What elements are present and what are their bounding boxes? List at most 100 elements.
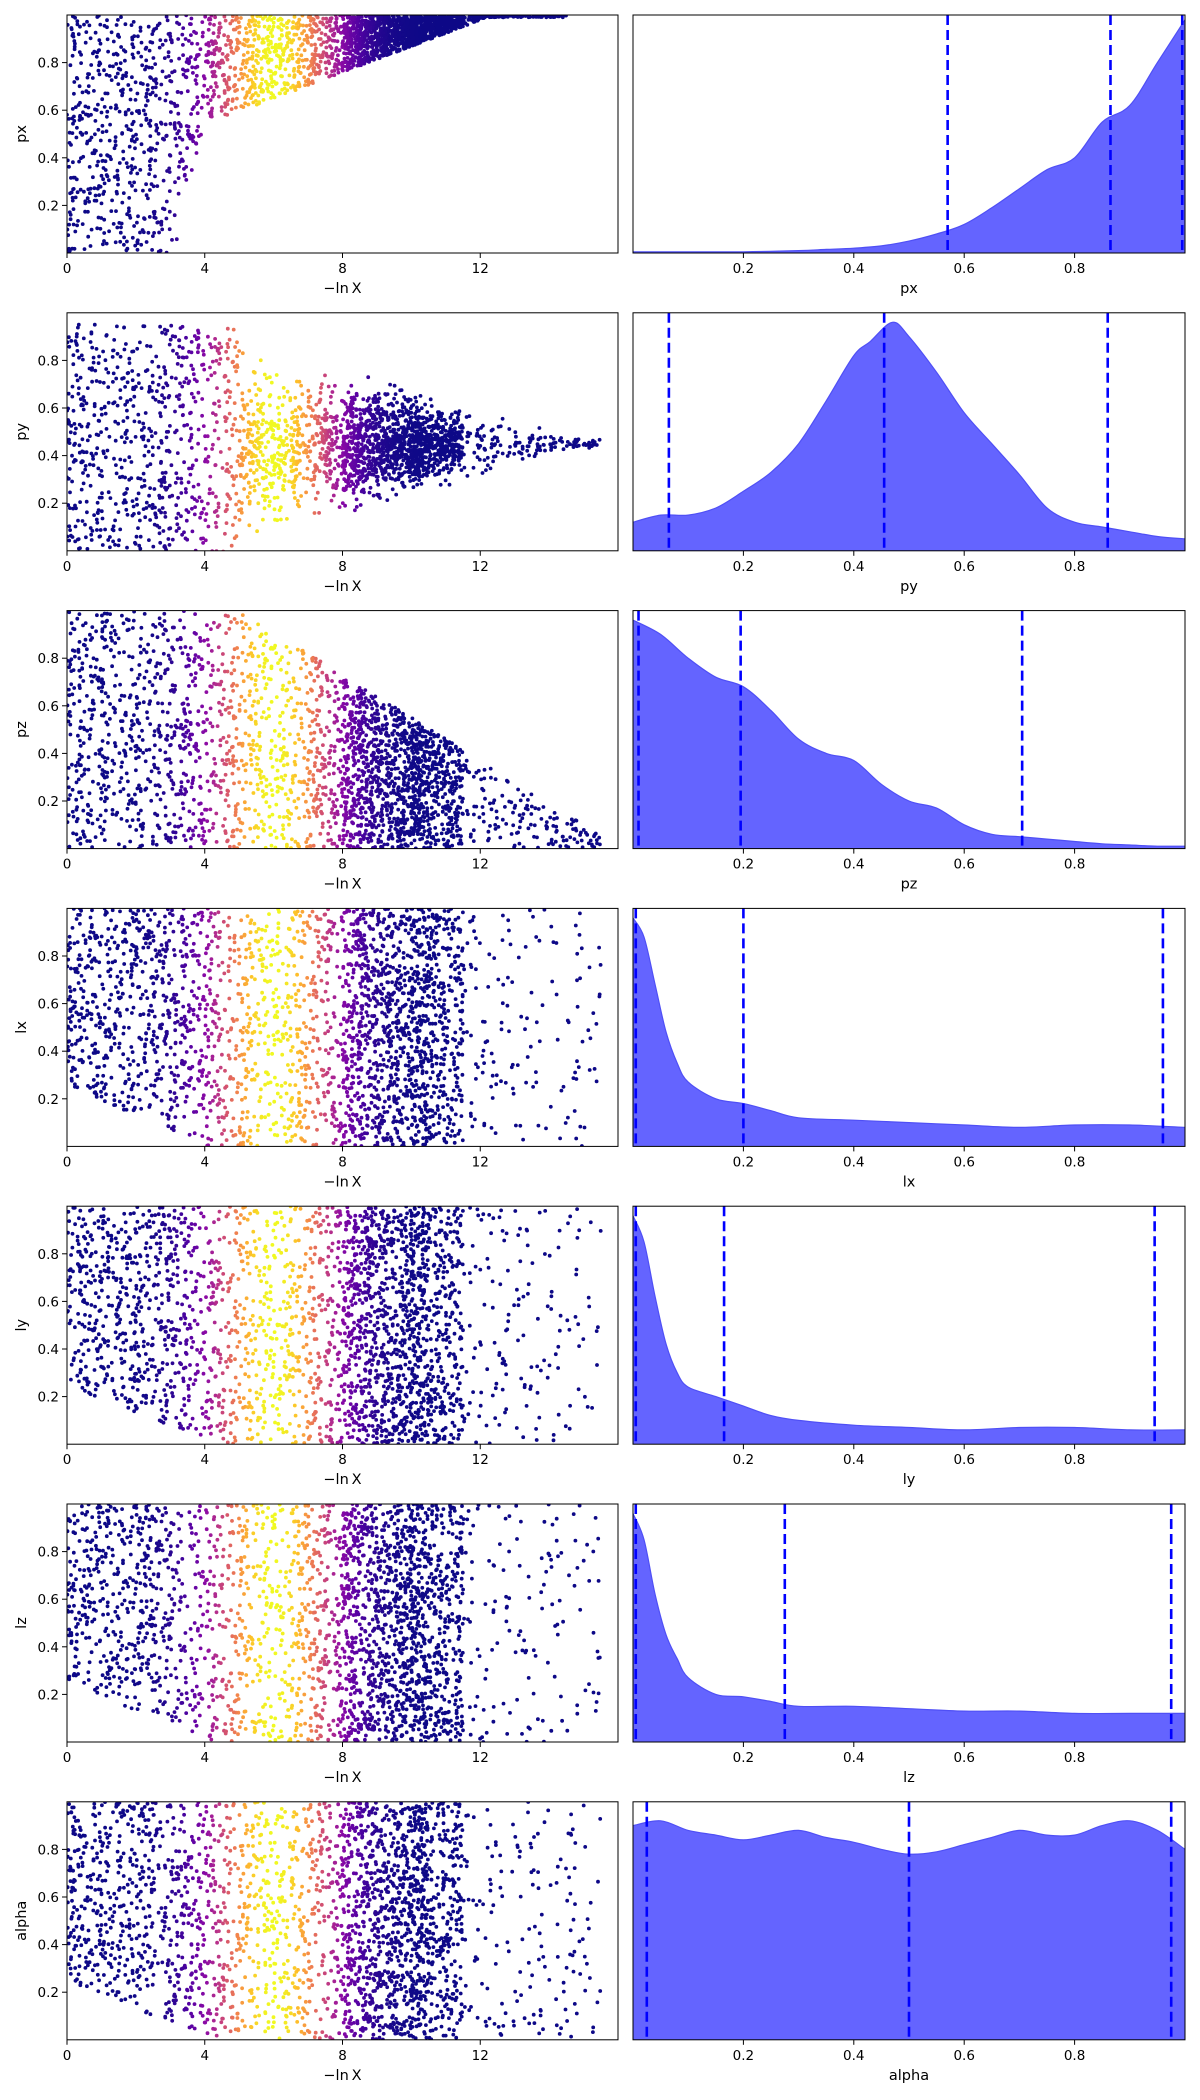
trace-point-group [323, 764, 328, 790]
y-tick-label: 0.4 [38, 746, 59, 762]
trace-point-group [342, 1290, 347, 1394]
trace-point-group [218, 743, 223, 748]
trace-point-group [219, 679, 224, 684]
trace-point-group [352, 426, 357, 431]
trace-point-group [285, 423, 290, 428]
trace-point-group [223, 1008, 227, 1110]
trace-point-group [315, 1567, 320, 1572]
trace-point-group [343, 1511, 348, 1516]
trace-point-group [183, 1035, 187, 1040]
trace-point-group [286, 698, 291, 703]
trace-point-group [280, 687, 285, 692]
trace-point-group [208, 1832, 213, 1837]
trace-point-group [234, 502, 238, 507]
trace-point-group [238, 1877, 243, 1882]
trace-point-group [241, 1715, 246, 1720]
trace-point-group [268, 1539, 280, 1738]
trace-point-group [331, 771, 336, 776]
trace-point-group [246, 652, 251, 657]
trace-point-group [306, 1437, 311, 1441]
trace-point-group [229, 46, 233, 50]
trace-point-group [229, 1328, 234, 1333]
trace-point-group [311, 483, 316, 488]
trace-point-group [310, 1667, 315, 1672]
trace-point-group [351, 1235, 356, 1240]
trace-point-group [310, 1559, 315, 1580]
trace-point-group [239, 1322, 244, 1327]
trace-point-group [366, 1944, 371, 1949]
trace-point-group [224, 349, 228, 354]
trace-point-group [293, 1440, 298, 1444]
trace-point-group [207, 487, 212, 492]
trace-point-group [316, 1900, 320, 1905]
trace-point-group [285, 443, 290, 447]
trace-point-group [214, 494, 218, 499]
marginal-x-axis-label: py [900, 579, 918, 595]
trace-point-group [174, 143, 179, 148]
trace-point-group [310, 408, 315, 413]
trace-point-group [362, 1290, 367, 1295]
trace-point-group [308, 1085, 313, 1090]
trace-point-group [286, 661, 291, 666]
trace-point-group [370, 1511, 375, 1720]
trace-point-group [234, 534, 239, 539]
trace-point-group [235, 88, 239, 92]
trace-point-group [205, 751, 209, 756]
trace-point-group [363, 1629, 367, 1633]
trace-point-group [333, 1536, 338, 1541]
trace-point-group [191, 1007, 196, 1012]
trace-point-group [207, 1873, 211, 1878]
trace-point-group [317, 664, 321, 669]
x-tick-label: 0.8 [1064, 2048, 1085, 2064]
trace-point-group [284, 2014, 289, 2030]
trace-point-group [219, 2020, 224, 2025]
trace-y-axis-label: pz [14, 721, 30, 738]
trace-points [67, 15, 568, 253]
trace-point-group [209, 685, 214, 689]
trace-point-group [313, 52, 318, 57]
x-tick-label: 0 [63, 261, 72, 277]
trace-point-group [208, 807, 213, 812]
trace-point-group [366, 993, 371, 998]
trace-point-group [237, 1947, 242, 1951]
trace-point-group [217, 1989, 222, 1993]
y-tick-label: 0.4 [38, 449, 59, 465]
trace-point-group [320, 670, 325, 675]
trace-point-group [232, 477, 236, 481]
y-tick-label: 0.2 [38, 1985, 59, 2001]
trace-y-axis-label: py [14, 422, 30, 440]
trace-point-group [339, 1979, 343, 1984]
trace-point-group [328, 1728, 332, 1732]
trace-point-group [205, 1609, 210, 1614]
trace-point-group [357, 1562, 362, 1567]
trace-point-group [332, 1639, 337, 1644]
trace-point-group [224, 521, 229, 525]
trace-point-group [298, 444, 302, 449]
trace-point-group [228, 390, 233, 394]
trace-point-group [214, 1259, 219, 1264]
trace-point-group [322, 1696, 326, 1700]
trace-point-group [220, 1371, 225, 1376]
trace-point-group [229, 1420, 233, 1425]
trace-point-group [189, 949, 194, 954]
trace-point-group [343, 1227, 348, 1232]
trace-point-group [236, 1277, 241, 1281]
trace-point-group [192, 1902, 196, 1906]
x-tick-label: 0.6 [953, 1452, 974, 1468]
trace-point-group [214, 2007, 219, 2011]
trace-point-group [218, 1884, 222, 1889]
trace-x-axis-label: −ln X [323, 1770, 361, 1786]
trace-point-group [206, 1903, 211, 1908]
trace-point-group [316, 1295, 321, 1300]
trace-point-group [223, 373, 227, 378]
trace-point-group [309, 414, 314, 418]
trace-point-group [235, 683, 239, 688]
trace-point-group [239, 1555, 243, 1560]
trace-point-group [335, 27, 340, 31]
trace-point-group [329, 1046, 333, 1051]
trace-point-group [342, 718, 347, 723]
trace-x-axis-label: −ln X [323, 1174, 361, 1190]
trace-point-group [250, 19, 254, 24]
trace-point-group [321, 438, 326, 443]
trace-point-group [241, 53, 246, 57]
